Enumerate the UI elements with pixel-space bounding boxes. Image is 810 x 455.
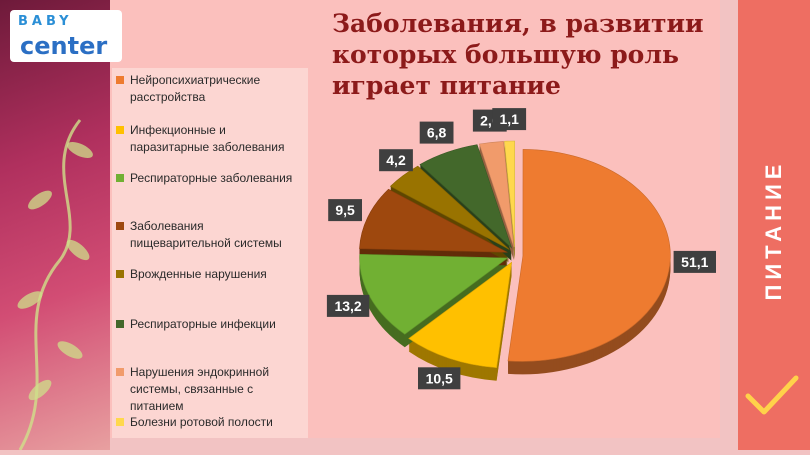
legend-item: Респираторные заболевания [116,170,306,187]
slide-title: Заболевания, в развитии которых большую … [332,9,704,100]
legend-swatch [116,174,124,182]
legend-item: Респираторные инфекции [116,316,306,333]
data-label-text: 13,2 [334,298,361,314]
pie-slice [389,165,510,250]
pie-slice [504,140,516,248]
data-label: 6,8 [419,121,454,144]
legend-swatch [116,418,124,426]
data-label-text: 4,2 [386,152,406,168]
pie-slice [419,144,513,249]
pie-slice [479,141,515,248]
legend-label: Инфекционные и паразитарные заболевания [130,123,285,154]
legend-label: Респираторные инфекции [130,317,276,331]
data-label-text: 1,1 [499,111,519,127]
legend-label: Болезни ротовой полости [130,415,273,429]
legend-label: Врожденные нарушения [130,267,267,281]
data-label-box [328,199,362,222]
legend-item: Нейропсихиатрические расстройства [116,72,306,106]
legend-label: Заболевания пищеварительной системы [130,219,282,250]
legend-label: Респираторные заболевания [130,171,293,185]
logo-bottom-text: center [20,32,108,60]
legend-item: Заболевания пищеварительной системы [116,218,306,252]
data-label-box [673,250,716,273]
side-label-text: ПИТАНИЕ [761,159,786,301]
data-label: 13,2 [326,294,370,317]
legend-swatch [116,270,124,278]
check-icon [745,375,799,415]
data-label-box [492,108,527,131]
leaf-decoration-icon [17,119,93,451]
logo: BABY center [10,10,122,62]
data-label-text: 10,5 [426,370,453,386]
side-label: ПИТАНИЕ [746,130,802,330]
data-label: 10,5 [418,367,461,390]
pie-slice [408,261,513,369]
legend-swatch [116,368,124,376]
left-decor-panel [0,0,110,451]
data-label: 51,1 [673,250,716,273]
pie-slice [359,253,509,335]
chart-legend: Нейропсихиатрические расстройства Инфекци… [112,68,308,438]
data-label: 1,1 [492,108,527,131]
legend-item: Инфекционные и паразитарные заболевания [116,122,306,156]
pie-slice [359,188,508,253]
legend-label: Нейропсихиатрические расстройства [130,73,261,104]
data-label-box [419,121,454,144]
legend-swatch [116,222,124,230]
data-label-text: 9,5 [335,202,355,218]
data-label-box [418,367,461,390]
logo-top-text: BABY [18,14,73,29]
data-label: 4,2 [379,149,413,172]
data-label-box [379,149,413,172]
legend-swatch [116,126,124,134]
data-label-text: 6,8 [427,125,447,141]
legend-label: Нарушения эндокринной системы, связанные… [130,365,270,413]
data-label: 9,5 [328,199,362,222]
pie-slice [507,149,671,362]
accent-band [738,0,810,450]
legend-swatch [116,320,124,328]
legend-item: Нарушения эндокринной системы, связанные… [116,364,306,415]
legend-swatch [116,76,124,84]
data-label-box [326,294,370,317]
legend-item: Врожденные нарушения [116,266,306,283]
legend-item: Болезни ротовой полости [116,414,306,431]
data-label-text: 51,1 [681,254,708,270]
